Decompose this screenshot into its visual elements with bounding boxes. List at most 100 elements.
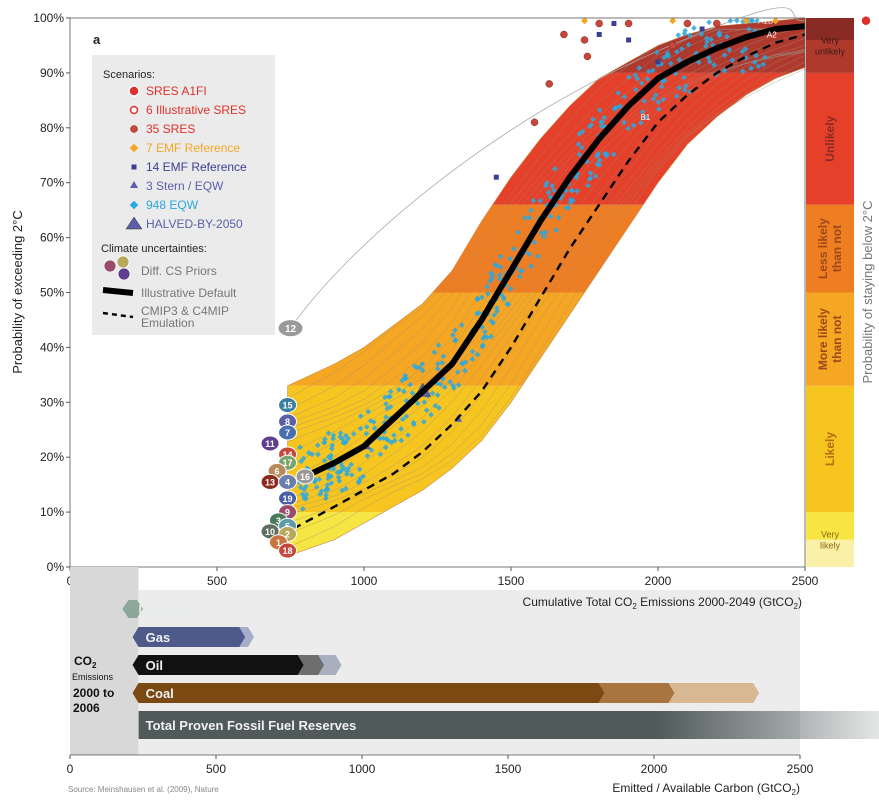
legend-uncertainty-label-2: Emulation: [141, 316, 194, 330]
prior-curve: [287, 68, 805, 548]
outlier-curve: [296, 7, 806, 321]
cs-prior-badge-label: 8: [285, 417, 290, 427]
eqw-point: [504, 301, 510, 307]
eqw-point: [528, 263, 534, 270]
legend-uncertainty-label: CMIP3 & C4MIP: [141, 304, 229, 318]
eqw-point: [357, 413, 364, 419]
likelihood-band-3: [806, 204, 854, 293]
point-label: A1FI: [861, 22, 878, 31]
eqw-point: [655, 99, 662, 105]
sres-point: [713, 19, 721, 28]
eqw-point: [391, 432, 397, 438]
lower-x-tick-label: 500: [206, 762, 226, 776]
eqw-point: [634, 76, 641, 82]
eqw-point: [658, 83, 665, 90]
x-axis-label: Cumulative Total CO2 Emissions 2000-2049…: [523, 595, 802, 611]
eqw-point: [339, 487, 345, 494]
prior-curve: [287, 38, 805, 454]
eqw-point: [321, 457, 328, 464]
eqw-point: [545, 189, 552, 196]
eqw-point: [348, 472, 355, 478]
eqw-point: [356, 478, 363, 485]
y-tick-label: 90%: [40, 66, 64, 80]
legend-uncertainty-label: Diff. CS Priors: [141, 264, 217, 278]
eqw-point: [458, 322, 465, 328]
eqw-point: [421, 419, 427, 425]
eqw-point: [469, 348, 476, 355]
eqw-point: [743, 55, 749, 61]
eqw-point: [303, 491, 310, 498]
eqw-point: [419, 361, 426, 367]
eqw-point: [401, 388, 407, 395]
eqw-point: [660, 96, 667, 103]
eqw-point: [474, 295, 481, 302]
eqw-point: [441, 384, 448, 391]
eqw-point: [398, 426, 404, 432]
legend-thick-line: [102, 287, 134, 296]
y-tick-label: 80%: [40, 121, 64, 135]
legend-marker: [130, 181, 138, 188]
eqw-point: [762, 54, 768, 61]
eqw-point: [729, 57, 736, 64]
eqw-point: [351, 431, 357, 437]
eqw-point: [678, 45, 685, 52]
eqw-point: [528, 207, 534, 214]
eqw-point: [590, 116, 596, 123]
cs-prior-badge-label: 7: [285, 428, 290, 438]
svg-text:2000 to: 2000 to: [73, 686, 114, 700]
eqw-point: [484, 283, 490, 290]
eqw-point: [337, 430, 344, 436]
eqw-point: [377, 451, 384, 458]
lower-x-tick-label: 2000: [641, 762, 668, 776]
eqw-point: [480, 342, 486, 348]
eqw-point: [542, 229, 549, 236]
eqw-point: [455, 382, 462, 388]
eqw-point: [596, 162, 603, 168]
eqw-point: [530, 197, 537, 204]
eqw-point: [633, 86, 639, 93]
eqw-point: [497, 264, 504, 270]
eqw-point: [383, 401, 389, 407]
cs-prior-badge-label: 9: [285, 508, 290, 518]
eqw-point: [630, 122, 637, 129]
lower-x-axis-label: Emitted / Available Carbon (GtCO2): [612, 781, 800, 797]
eqw-point: [500, 293, 506, 300]
legend-scenario-label: 14 EMF Reference: [146, 160, 247, 174]
eqw-point: [518, 267, 525, 274]
eqw-point: [300, 455, 307, 462]
eqw-point: [382, 444, 389, 451]
sres-point: [595, 19, 603, 28]
likelihood-label-5: Very: [821, 35, 840, 45]
legend-marker: [130, 125, 138, 133]
eqw-point: [383, 414, 389, 421]
y-tick-label: 0%: [47, 560, 65, 574]
prior-curve: [287, 49, 805, 506]
eqw-point: [569, 187, 575, 194]
sres-point: [530, 118, 539, 127]
eqw-point: [323, 492, 329, 498]
eqw-point: [328, 480, 335, 486]
legend-scenario-label: 35 SRES: [146, 122, 195, 136]
eqw-point: [402, 372, 409, 379]
cs-prior-badge-label: 19: [283, 494, 293, 504]
cs-prior-badge-label: 11: [265, 439, 275, 449]
likelihood-band-top: [806, 18, 854, 40]
eqw-point: [342, 440, 348, 446]
cs-prior-badge: [295, 468, 315, 485]
eqw-point: [434, 361, 441, 367]
emf-ref-point: [742, 17, 750, 25]
likelihood-label-2: More likely: [816, 308, 830, 370]
eqw-point: [324, 482, 331, 488]
legend-prior-badge-icon: [117, 267, 131, 281]
emf-point: [493, 174, 499, 180]
eqw-point: [644, 76, 651, 82]
likelihood-band-extra: [806, 539, 854, 567]
eqw-point: [653, 49, 660, 56]
eqw-point: [598, 119, 604, 125]
eqw-point: [592, 173, 599, 179]
legend-box: [92, 55, 275, 335]
eqw-point: [641, 98, 648, 104]
eqw-point: [675, 32, 682, 38]
eqw-point: [555, 214, 562, 221]
